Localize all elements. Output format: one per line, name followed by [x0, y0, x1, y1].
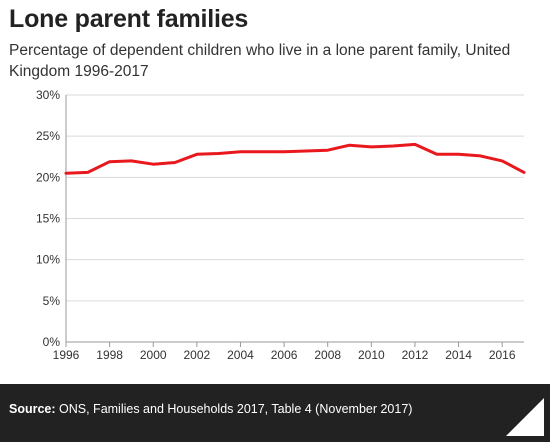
y-tick-label: 5%: [43, 294, 61, 308]
x-tick-label: 2016: [489, 348, 516, 362]
source-note: Source: ONS, Families and Households 201…: [9, 402, 412, 416]
x-tick-label: 2002: [184, 348, 211, 362]
y-tick-label: 0%: [43, 335, 61, 349]
x-tick-label: 2004: [227, 348, 254, 362]
x-tick-label: 2014: [445, 348, 472, 362]
x-tick-label: 1996: [53, 348, 80, 362]
source-label: Source:: [9, 402, 56, 416]
source-text: ONS, Families and Households 2017, Table…: [55, 402, 413, 416]
y-tick-label: 10%: [36, 253, 60, 267]
full-fact-logo: [504, 398, 544, 436]
y-tick-label: 30%: [36, 88, 60, 102]
x-tick-label: 2000: [140, 348, 167, 362]
y-tick-label: 25%: [36, 129, 60, 143]
line-chart: 0% 5% 10% 15% 20% 25% 30% 1996 1998 2000 2002 2004 2…: [36, 88, 526, 362]
chart-title: Lone parent families: [9, 5, 249, 33]
x-tick-label: 2012: [402, 348, 429, 362]
y-tick-label: 15%: [36, 212, 60, 226]
series-line: [64, 142, 526, 175]
footer-bar: Source: ONS, Families and Households 201…: [0, 384, 550, 442]
x-tick-label: 2010: [358, 348, 385, 362]
logo-triangle-icon: [506, 398, 544, 436]
x-tick-label: 1998: [96, 348, 123, 362]
x-tick-label: 2006: [271, 348, 298, 362]
x-tick-label: 2008: [314, 348, 341, 362]
y-tick-label: 20%: [36, 170, 60, 184]
chart-subtitle: Percentage of dependent children who liv…: [9, 42, 511, 80]
